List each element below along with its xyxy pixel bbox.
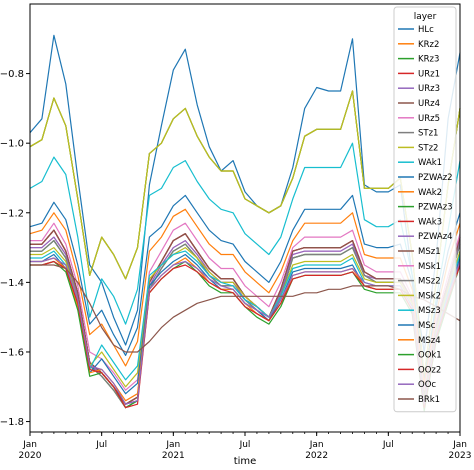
legend: layer HLc KRz2 KRz3 URz1 URz3 URz4 URz5 STz1 STz2… [393, 6, 457, 413]
series-lines [29, 34, 461, 412]
legend-label-URz3: URz3 [418, 84, 440, 94]
legend-label-MSk1: MSk1 [418, 262, 441, 272]
x-tick-label: Jul [382, 440, 394, 450]
x-tick-label: Jul [95, 440, 107, 450]
series-line-OOz2 [30, 260, 461, 409]
series-line-WAk2 [29, 208, 461, 384]
legend-label-URz1: URz1 [418, 69, 440, 79]
legend-label-STz1: STz1 [418, 129, 438, 139]
series-line-BRk1 [30, 264, 461, 353]
x-tick-year: 2020 [19, 451, 42, 461]
legend-label-MSz1: MSz1 [418, 247, 441, 257]
x-tick-year: 2022 [305, 451, 328, 461]
x-tick-label: Jan [452, 440, 467, 450]
legend-label-MSz4: MSz4 [418, 336, 441, 346]
x-tick-label: Jan [22, 440, 37, 450]
y-axis: −0.8 −1.0 −1.2 −1.4 −1.6 −1.8 [0, 69, 30, 428]
legend-label-BRk1: BRk1 [418, 395, 440, 405]
y-tick-label: −0.8 [0, 69, 24, 80]
y-tick-label: −1.4 [0, 278, 24, 289]
x-tick-label: Jan [165, 440, 180, 450]
y-tick-label: −1.6 [0, 347, 24, 358]
legend-label-MSz2: MSz2 [418, 277, 441, 287]
legend-label-STz2: STz2 [418, 143, 438, 153]
series-line-PZWAz2 [29, 194, 461, 381]
y-tick-label: −1.0 [0, 139, 24, 150]
legend-label-MSc: MSc [418, 321, 436, 331]
legend-label-PZWAz3: PZWAz3 [418, 203, 453, 213]
series-line-HLc [29, 34, 461, 353]
legend-label-OOc: OOc [418, 380, 436, 390]
legend-label-OOz2: OOz2 [418, 365, 441, 375]
series-line-STz2 [29, 90, 461, 377]
x-tick-year: 2023 [449, 451, 472, 461]
y-tick-label: −1.2 [0, 208, 24, 219]
x-tick-label: Jan [309, 440, 324, 450]
legend-label-PZWAz4: PZWAz4 [418, 232, 453, 242]
legend-label-OOk1: OOk1 [418, 351, 442, 361]
legend-label-WAk3: WAk3 [418, 217, 442, 227]
legend-label-URz5: URz5 [418, 114, 440, 124]
legend-label-PZWAz2: PZWAz2 [418, 173, 453, 183]
y-tick-label: −1.8 [0, 417, 24, 428]
series-line-WAk1 [29, 142, 461, 388]
legend-title: layer [414, 12, 437, 22]
legend-label-HLc: HLc [418, 25, 434, 35]
x-tick-label: Jul [239, 440, 251, 450]
legend-label-KRz3: KRz3 [418, 55, 439, 65]
legend-label-WAk1: WAk1 [418, 158, 442, 168]
legend-label-KRz2: KRz2 [418, 40, 439, 50]
x-tick-year: 2021 [162, 451, 185, 461]
legend-label-MSz3: MSz3 [418, 306, 441, 316]
x-axis-label: time [234, 456, 257, 467]
legend-label-MSk2: MSk2 [418, 291, 441, 301]
legend-label-URz4: URz4 [418, 99, 440, 109]
legend-label-WAk2: WAk2 [418, 188, 442, 198]
